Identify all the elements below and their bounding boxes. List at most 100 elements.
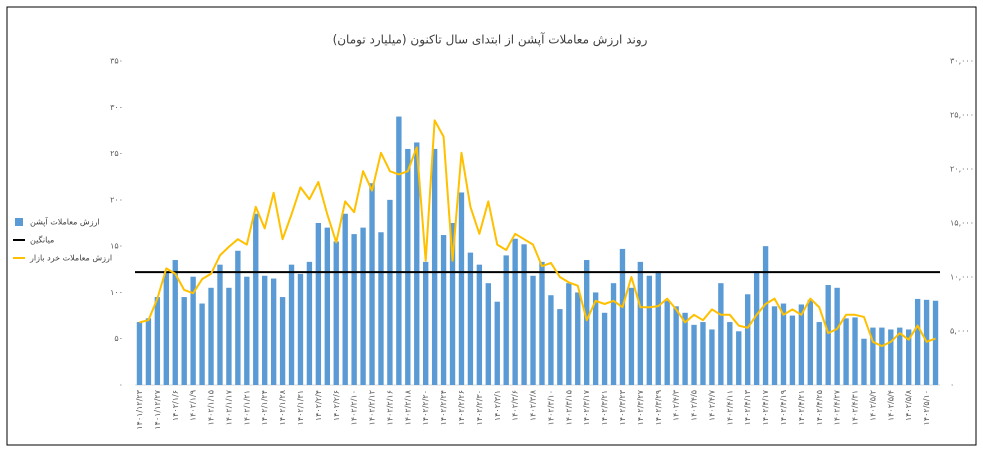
chart-title: روند ارزش معاملات آپشن از ابتدای سال تاک… [333,32,648,48]
bar [288,264,295,385]
x-tick-label: ۱۴۰۲/۴/۱۹ [779,390,788,425]
x-tick-label: ۱۴۰۲/۲/۴ [314,390,323,421]
bar [601,312,608,385]
bar [584,260,590,385]
bar [431,148,438,385]
bar [351,234,357,385]
x-tick-label: ۱۴۰۲/۴/۱۳ [743,389,752,425]
x-tick-label: ۱۴۰۲/۳/۶ [511,390,520,421]
y-tick-label: ۱۵۰ [110,242,123,251]
x-tick-label: ۱۴۰۲/۵/۱۰ [922,390,931,425]
bar [628,287,635,385]
bar [387,199,393,385]
bar [253,213,259,385]
x-tick-label: ۱۴۰۲/۱/۲۱ [242,390,251,425]
x-tick-label: ۱۴۰۱/۱۲/۲۷ [153,389,162,429]
x-tick-label: ۱۴۰۲/۲/۲۰ [421,390,430,425]
bar [226,287,232,385]
bar [753,271,760,385]
bar [154,297,161,385]
bar [306,261,313,385]
bar [423,261,429,385]
y2-tick-label: ۳۰,۰۰۰ [950,57,974,66]
bar [637,261,644,385]
x-tick-label: ۱۴۰۲/۳/۸ [529,389,538,421]
bar [914,298,921,385]
bar [199,303,205,385]
bar [646,275,652,385]
x-tick-label: ۱۴۰۲/۳/۱۵ [564,390,573,425]
y2-tick-label: ۰ [950,381,954,390]
bar [807,299,813,385]
y-tick-label: ۵۰ [114,334,123,343]
bar [297,273,304,385]
bar [870,327,876,385]
bar [476,264,483,385]
bar [342,213,348,385]
bar [405,148,411,385]
bar [798,304,805,385]
x-tick-label: ۱۴۰۲/۲/۳۰ [475,390,484,425]
x-tick-label: ۱۴۰۲/۲/۲۶ [457,390,466,425]
bar [262,275,268,385]
y2-tick-label: ۵,۰۰۰ [950,327,970,336]
bar [360,227,366,385]
bar [610,283,617,385]
x-tick-label: ۱۴۰۲/۴/۲۵ [815,390,824,425]
x-tick-label: ۱۴۰۲/۲/۲۴ [439,390,448,425]
bar [333,241,339,385]
legend-label: میانگین [30,235,54,245]
bar [414,142,420,385]
y-tick-label: ۰ [119,381,123,390]
bar [503,255,509,385]
x-tick-label: ۱۴۰۲/۱/۶ [171,390,180,421]
x-tick-label: ۱۴۰۲/۴/۱۱ [725,390,734,425]
bar [852,317,858,385]
bar [557,309,563,385]
bar [521,244,527,385]
y2-tick-label: ۱۰,۰۰۰ [950,273,974,282]
x-tick-label: ۱۴۰۲/۳/۲۳ [618,389,627,425]
bar [181,297,187,385]
bar [932,300,939,385]
bar [861,338,867,385]
x-tick-label: ۱۴۰۱/۱۲/۲۳ [135,389,144,429]
bar [673,306,679,385]
x-tick-label: ۱۴۰۲/۴/۳ [672,389,681,421]
bar [834,287,840,385]
x-tick-label: ۱۴۰۲/۳/۱۰ [546,390,555,425]
x-tick-label: ۱۴۰۲/۵/۴ [886,390,895,421]
legend-label: ارزش معاملات خرد بازار [29,254,112,263]
bar [566,283,572,385]
x-tick-label: ۱۴۰۲/۲/۱۲ [368,390,377,425]
bar [208,287,214,385]
bar [575,292,581,385]
bar [664,300,670,385]
x-tick-label: ۱۴۰۲/۲/۱۰ [350,390,359,425]
bar [539,261,545,385]
bar [691,324,697,385]
x-tick-label: ۱۴۰۲/۱/۳۱ [296,390,305,425]
bar [780,303,787,385]
bar [244,276,250,385]
legend-swatch [15,218,23,226]
bar [619,248,626,385]
bar [172,260,178,385]
y-tick-label: ۲۵۰ [110,149,123,158]
bar [449,223,456,385]
bar [512,238,518,385]
x-tick-label: ۱۴۰۲/۲/۶ [332,390,341,421]
bar [789,315,796,385]
bar [682,312,688,385]
bar [655,271,661,385]
bar [494,301,500,385]
x-tick-label: ۱۴۰۲/۴/۷ [707,389,716,421]
x-tick-label: ۱۴۰۲/۳/۱ [493,390,502,421]
bar [745,294,751,385]
x-tick-label: ۱۴۰۲/۵/۲ [868,390,877,421]
bar [369,183,375,385]
bar [843,318,849,385]
x-tick-label: ۱۴۰۲/۴/۵ [690,390,699,421]
bar [709,329,715,385]
